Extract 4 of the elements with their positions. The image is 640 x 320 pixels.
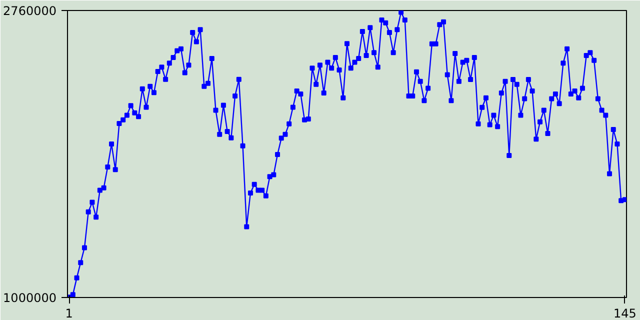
- y-tick-label: 1000000: [3, 291, 57, 305]
- x-tick-label: 145: [614, 306, 636, 320]
- x-tick-label: 1: [65, 306, 73, 320]
- y-tick-label: 2760000: [3, 4, 57, 18]
